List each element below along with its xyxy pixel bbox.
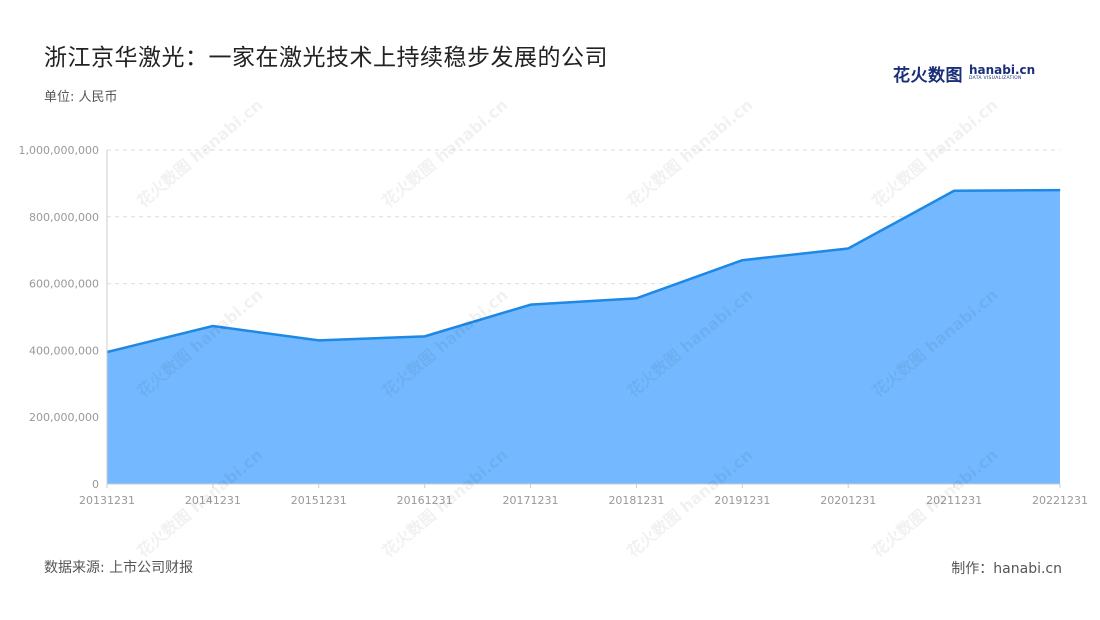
series-line [106, 188, 1061, 354]
data-point [1059, 189, 1061, 191]
x-tick-label: 20221231 [1032, 494, 1088, 507]
y-tick-label: 1,000,000,000 [19, 144, 99, 157]
area-series [106, 188, 1061, 484]
x-tick-label: 20201231 [820, 494, 876, 507]
data-point [530, 304, 532, 306]
logo-en-subtext: DATA VISUALIZATION [969, 76, 1022, 82]
brand-logo[interactable]: 花火数图 hanabi.cn DATA VISUALIZATION [893, 60, 1035, 86]
x-tick-label: 20151231 [291, 494, 347, 507]
data-point [318, 339, 320, 341]
data-point [953, 190, 955, 192]
data-point [424, 335, 426, 337]
area-fill [107, 190, 1060, 484]
data-point [212, 325, 214, 327]
x-tick-label: 20181231 [608, 494, 664, 507]
x-tick-label: 20161231 [397, 494, 453, 507]
chart-title: 浙江京华激光：一家在激光技术上持续稳步发展的公司 [44, 45, 608, 71]
data-point [847, 248, 849, 250]
x-tick-label: 20211231 [926, 494, 982, 507]
y-tick-label: 0 [92, 478, 99, 491]
y-tick-label: 400,000,000 [29, 344, 99, 357]
x-tick-label: 20131231 [79, 494, 135, 507]
data-point [635, 297, 637, 299]
credit-label: 制作：hanabi.cn [951, 561, 1062, 577]
logo-cn-text: 花火数图 [893, 65, 963, 86]
data-point [741, 259, 743, 261]
source-label: 数据来源: 上市公司财报 [44, 560, 194, 576]
axes: 0 200,000,000 400,000,000 600,000,000 800,00… [19, 144, 1088, 507]
unit-label: 单位: 人民币 [44, 90, 118, 105]
y-tick-label: 800,000,000 [29, 211, 99, 224]
logo-en-text: hanabi.cn [969, 63, 1036, 78]
logo-en-block: hanabi.cn DATA VISUALIZATION [969, 64, 1035, 82]
x-tick-label: 20191231 [714, 494, 770, 507]
y-tick-label: 200,000,000 [29, 411, 99, 424]
x-tick-label: 20141231 [185, 494, 241, 507]
y-tick-label: 600,000,000 [29, 278, 99, 291]
x-tick-label: 20171231 [503, 494, 559, 507]
